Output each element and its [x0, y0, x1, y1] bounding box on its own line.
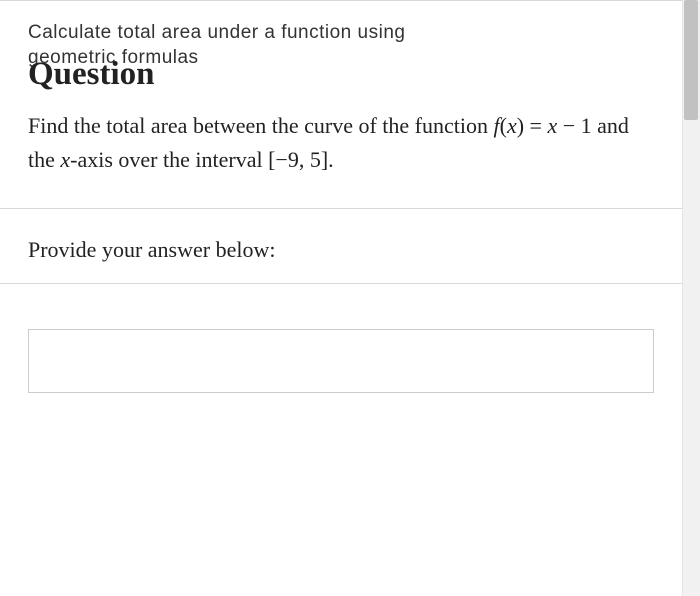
question-body: Find the total area between the curve of… [0, 95, 682, 207]
input-section [0, 283, 682, 421]
answer-input[interactable] [28, 329, 654, 393]
math-interval: [−9, 5] [268, 147, 328, 172]
subtitle-line1: Calculate total area under a function us… [28, 22, 405, 43]
question-period: . [328, 147, 334, 172]
header-section: Calculate total area under a function us… [0, 1, 682, 95]
math-minus: − [557, 113, 580, 138]
answer-section: Provide your answer below: [0, 208, 682, 283]
scrollbar-track[interactable] [682, 0, 700, 596]
question-container: Calculate total area under a function us… [0, 0, 682, 596]
math-constant: 1 [581, 113, 592, 138]
scrollbar-thumb[interactable] [684, 0, 698, 120]
math-equals: = [524, 113, 547, 138]
question-part1: Find the total area between the curve of… [28, 113, 494, 138]
math-close-paren: ) [517, 113, 524, 138]
math-open-paren: ( [500, 113, 507, 138]
math-x2: x [547, 113, 557, 138]
question-text: Find the total area between the curve of… [28, 109, 654, 177]
math-axis-x: x [60, 147, 70, 172]
question-heading: Question [28, 56, 654, 93]
answer-label: Provide your answer below: [28, 237, 654, 263]
math-x1: x [507, 113, 517, 138]
question-part3: -axis over the interval [70, 147, 268, 172]
